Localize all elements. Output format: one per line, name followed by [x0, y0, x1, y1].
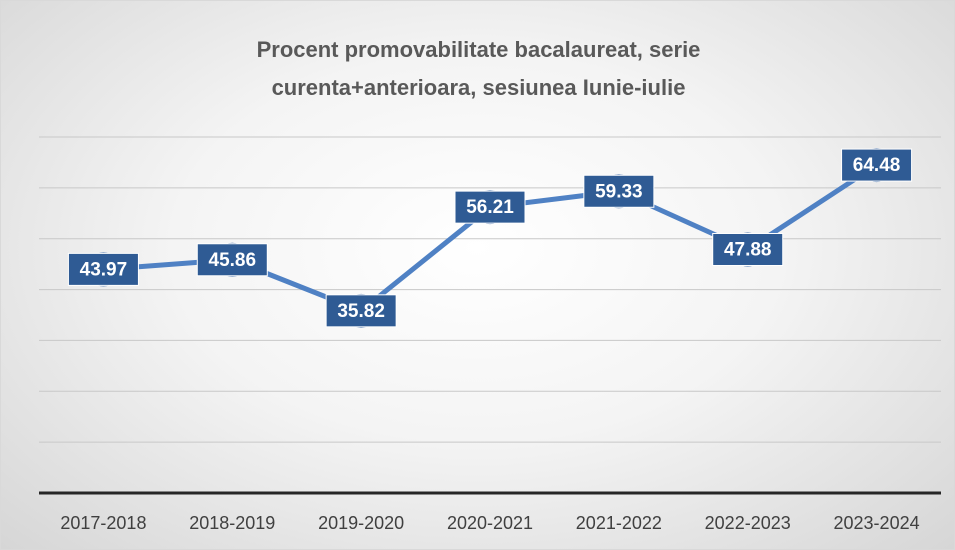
label-box [583, 174, 655, 208]
chart-title: Procent promovabilitate bacalaureat, ser… [256, 37, 701, 100]
label-box [712, 232, 784, 266]
label-box [67, 252, 139, 286]
title-box: Procent promovabilitate bacalaureat, ser… [1, 31, 955, 107]
data-label: 43.97 [80, 259, 128, 280]
data-label: 64.48 [853, 155, 901, 176]
label-box [325, 294, 397, 328]
x-tick-label: 2023-2024 [834, 513, 920, 533]
data-label: 35.82 [337, 301, 385, 322]
data-label: 56.21 [466, 197, 514, 218]
x-tick-label: 2021-2022 [576, 513, 662, 533]
label-box [454, 190, 526, 224]
x-tick-label: 2022-2023 [705, 513, 791, 533]
data-label: 47.88 [724, 240, 772, 261]
label-box [196, 243, 268, 277]
x-tick-label: 2018-2019 [189, 513, 275, 533]
x-tick-label: 2017-2018 [60, 513, 146, 533]
x-tick-label: 2020-2021 [447, 513, 533, 533]
x-tick-label: 2019-2020 [318, 513, 404, 533]
data-label: 59.33 [595, 181, 643, 202]
label-box [841, 148, 913, 182]
data-label: 45.86 [209, 250, 257, 271]
